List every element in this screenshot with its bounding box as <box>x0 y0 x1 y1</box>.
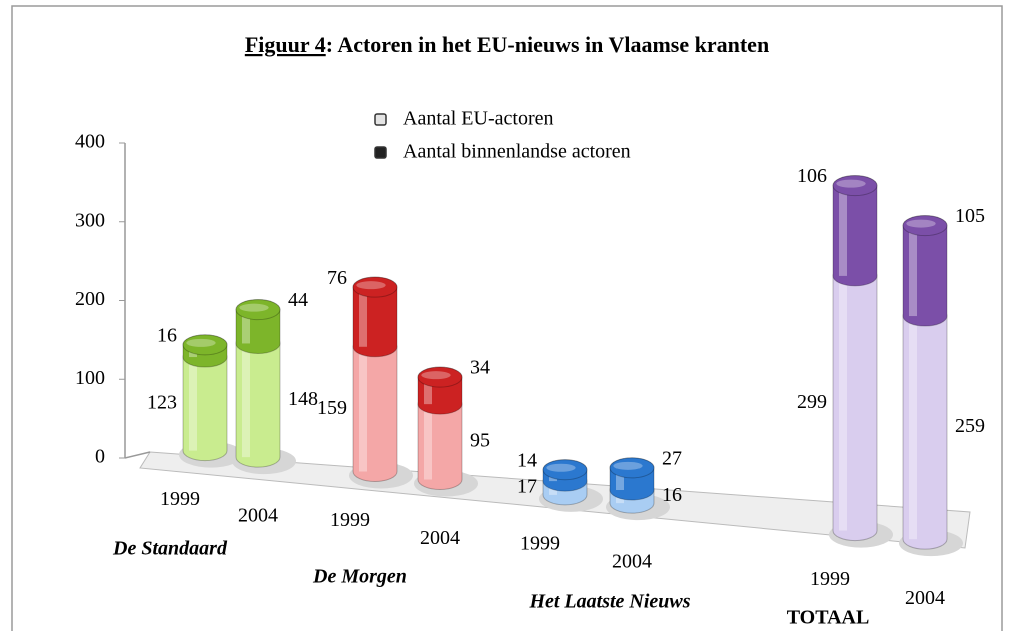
cylinder-cap <box>417 366 463 388</box>
cylinder-highlight <box>242 343 250 458</box>
x-tick-label: 2004 <box>238 505 278 527</box>
data-label: 123 <box>147 391 177 413</box>
cylinder-cap-shine <box>421 371 451 380</box>
cylinder-cap-shine <box>546 463 576 472</box>
cylinder-highlight <box>616 467 624 491</box>
cylinder-cap <box>182 334 228 356</box>
cylinder-cap-shine <box>836 179 866 188</box>
title-text: : Actoren in het EU-nieuws in Vlaamse kr… <box>326 32 769 57</box>
data-label: 27 <box>662 447 682 469</box>
x-tick-label: 1999 <box>520 532 560 554</box>
chart-title: Figuur 4: Actoren in het EU-nieuws in Vl… <box>245 32 769 57</box>
cylinder-cap <box>542 459 588 481</box>
data-label: 76 <box>327 267 347 289</box>
cylinder-cap <box>235 299 281 321</box>
x-tick-label: 1999 <box>810 568 850 590</box>
y-tick-label: 100 <box>75 367 105 389</box>
x-tick-label: 1999 <box>330 509 370 531</box>
legend-label: Aantal binnenlandse actoren <box>403 141 631 163</box>
legend-swatch <box>374 146 387 159</box>
group-label: De Morgen <box>312 566 407 588</box>
x-tick-label: 2004 <box>905 587 945 609</box>
cylinder-cap-shine <box>906 219 936 228</box>
cylinder-segment <box>832 175 878 287</box>
y-tick-label: 0 <box>95 446 105 468</box>
cylinder-highlight <box>909 316 917 540</box>
cylinder-highlight <box>424 404 432 480</box>
axis-corner <box>124 451 151 459</box>
data-label: 106 <box>797 165 827 187</box>
cylinder-highlight <box>839 185 847 276</box>
legend-swatch <box>374 113 387 126</box>
cylinder-highlight <box>189 357 197 451</box>
cylinder-cap <box>832 175 878 197</box>
data-label: 34 <box>470 357 490 379</box>
y-tick-label: 300 <box>75 209 105 231</box>
y-tick-label: 400 <box>75 131 105 153</box>
cylinder-cap <box>609 457 655 479</box>
cylinder-cap-shine <box>186 338 216 347</box>
cylinder-highlight <box>424 377 432 405</box>
data-label: 299 <box>797 391 827 413</box>
y-tick-label: 200 <box>75 288 105 310</box>
data-label: 44 <box>288 289 308 311</box>
title-label: Figuur 4 <box>245 32 326 57</box>
x-tick-label: 1999 <box>160 488 200 510</box>
cylinder-highlight <box>909 225 917 317</box>
legend-label: Aantal EU-actoren <box>403 108 553 130</box>
data-label: 16 <box>157 324 177 346</box>
data-label: 14 <box>517 449 537 471</box>
cylinder-highlight <box>359 287 367 347</box>
group-label: De Standaard <box>112 538 228 560</box>
cylinder-highlight <box>242 309 250 344</box>
data-label: 95 <box>470 429 490 451</box>
cylinder-cap-shine <box>613 461 643 470</box>
x-tick-label: 2004 <box>612 551 652 573</box>
x-tick-label: 2004 <box>420 527 460 549</box>
data-label: 259 <box>955 415 985 437</box>
cylinder-cap <box>352 276 398 298</box>
data-label: 148 <box>288 388 318 410</box>
cylinder-highlight <box>359 346 367 472</box>
data-label: 17 <box>517 476 537 498</box>
data-label: 16 <box>662 484 682 506</box>
cylinder-cap-shine <box>356 281 386 290</box>
data-label: 105 <box>955 205 985 227</box>
group-label: Het Laatste Nieuws <box>528 591 690 613</box>
cylinder-cap <box>902 215 948 237</box>
cylinder-cap-shine <box>239 303 269 312</box>
data-label: 159 <box>317 397 347 419</box>
cylinder-highlight <box>839 275 847 531</box>
group-label: TOTAAL <box>787 607 870 629</box>
